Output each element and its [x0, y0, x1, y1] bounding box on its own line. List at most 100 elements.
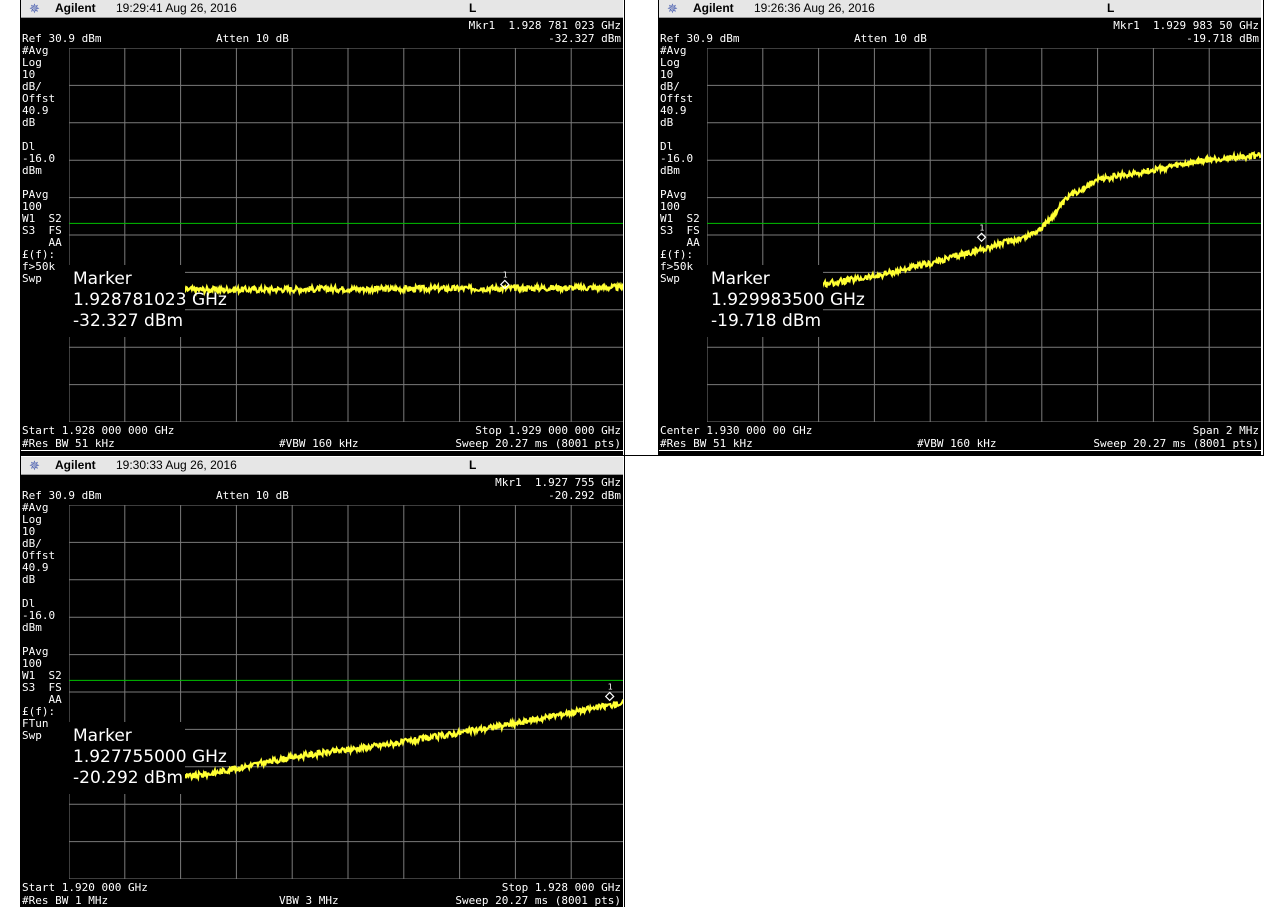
- side-label: S3 FS: [22, 681, 62, 694]
- side-label: Swp: [22, 272, 42, 285]
- side-label: dBm: [22, 621, 42, 634]
- center-frequency: Center 1.930 000 00 GHz: [660, 424, 813, 437]
- resolution-bandwidth: #Res BW 51 kHz: [660, 437, 753, 450]
- analyzer-screen: ✵ Agilent 19:26:36 Aug 26, 2016 L Mkr1 1…: [659, 0, 1261, 455]
- local-mode-indicator: L: [1107, 1, 1115, 15]
- side-label: Dl: [22, 140, 36, 153]
- agilent-logo-icon: ✵: [29, 1, 40, 16]
- marker-number: 1: [980, 223, 985, 232]
- side-label: AA: [22, 236, 62, 249]
- side-label: -16.0: [22, 609, 56, 622]
- side-label: Log: [660, 56, 680, 69]
- side-label: dBm: [660, 164, 680, 177]
- cell-border: [658, 0, 659, 456]
- marker-level: -20.292 dBm: [73, 768, 184, 788]
- attenuation: Atten 10 dB: [216, 32, 289, 45]
- sweep-time: Sweep 20.27 ms (8001 pts): [455, 894, 621, 907]
- marker-readout-freq: Mkr1 1.927 755 GHz: [495, 476, 621, 489]
- side-annotations: #Avg Log 10 dB/ Offst 40.9 dB Dl -16.0 d…: [660, 45, 700, 285]
- side-label: AA: [22, 693, 62, 706]
- analyzer-panel-1: ✵ Agilent 19:29:41 Aug 26, 2016 L Mkr1 1…: [21, 0, 623, 455]
- local-mode-indicator: L: [469, 458, 477, 472]
- brand-label: Agilent: [693, 1, 734, 15]
- side-label: dB/: [22, 537, 42, 550]
- side-label: 40.9: [660, 104, 687, 117]
- plot-area: 1: [69, 505, 623, 879]
- side-annotations: #Avg Log 10 dB/ Offst 40.9 dB Dl -16.0 d…: [22, 502, 62, 742]
- side-label: Offst: [660, 92, 694, 105]
- plot-area: 1: [707, 48, 1261, 422]
- side-label: Log: [22, 513, 42, 526]
- side-label: #Avg: [660, 44, 687, 57]
- marker-number: 1: [608, 682, 613, 691]
- analyzer-panel-3: ✵ Agilent 19:30:33 Aug 26, 2016 L Mkr1 1…: [21, 457, 623, 907]
- side-label: dB: [22, 116, 36, 129]
- reference-level: Ref 30.9 dBm: [660, 32, 740, 45]
- side-label: W1 S2: [22, 669, 62, 682]
- side-label: Log: [22, 56, 42, 69]
- side-label: dBm: [22, 164, 42, 177]
- side-label: -16.0: [22, 152, 56, 165]
- side-label: AA: [660, 236, 700, 249]
- marker-diamond: [499, 279, 510, 290]
- stop-frequency: Stop 1.929 000 000 GHz: [475, 424, 621, 437]
- analyzer-screen: ✵ Agilent 19:30:33 Aug 26, 2016 L Mkr1 1…: [21, 457, 623, 907]
- marker-annotation: Marker 1.928781023 GHz -32.327 dBm: [69, 265, 227, 337]
- attenuation: Atten 10 dB: [854, 32, 927, 45]
- spectrum-plot: 1: [69, 505, 623, 879]
- side-label: Offst: [22, 92, 56, 105]
- side-label: 100: [22, 657, 42, 670]
- side-label: f>50k: [22, 260, 56, 273]
- side-label: 40.9: [22, 561, 49, 574]
- marker-readout-level: -20.292 dBm: [548, 489, 621, 502]
- video-bandwidth: VBW 3 MHz: [279, 894, 339, 907]
- analyzer-panel-2: ✵ Agilent 19:26:36 Aug 26, 2016 L Mkr1 1…: [659, 0, 1261, 455]
- marker-annotation: Marker 1.929983500 GHz -19.718 dBm: [707, 265, 865, 337]
- cell-border: [20, 455, 1264, 456]
- side-label: W1 S2: [660, 212, 700, 225]
- agilent-logo-icon: ✵: [29, 458, 40, 473]
- start-frequency: Start 1.928 000 000 GHz: [22, 424, 175, 437]
- side-label: 10: [22, 68, 36, 81]
- side-label: dB: [660, 116, 674, 129]
- side-label: W1 S2: [22, 212, 62, 225]
- status-bar: ✵ Agilent 19:29:41 Aug 26, 2016 L: [21, 0, 623, 18]
- cell-border: [20, 0, 21, 907]
- side-label: -16.0: [660, 152, 694, 165]
- marker-title: Marker: [711, 269, 770, 289]
- status-bar: ✵ Agilent 19:26:36 Aug 26, 2016 L: [659, 0, 1261, 18]
- side-label: £(f):: [22, 705, 56, 718]
- timestamp: 19:30:33 Aug 26, 2016: [116, 458, 237, 472]
- marker-diamond: [604, 691, 615, 702]
- side-label: #Avg: [22, 44, 49, 57]
- side-label: dB: [22, 573, 36, 586]
- video-bandwidth: #VBW 160 kHz: [279, 437, 359, 450]
- side-label: Offst: [22, 549, 56, 562]
- side-label: S3 FS: [22, 224, 62, 237]
- agilent-logo-icon: ✵: [667, 1, 678, 16]
- divider-line: [659, 450, 1261, 451]
- side-label: 100: [22, 200, 42, 213]
- side-label: Swp: [22, 729, 42, 742]
- cell-border: [624, 0, 625, 907]
- marker-title: Marker: [73, 269, 132, 289]
- side-label: PAvg: [22, 645, 49, 658]
- attenuation: Atten 10 dB: [216, 489, 289, 502]
- plot-area: 1: [69, 48, 623, 422]
- sweep-time: Sweep 20.27 ms (8001 pts): [455, 437, 621, 450]
- side-label: FTun: [22, 717, 49, 730]
- side-label: f>50k: [660, 260, 694, 273]
- side-label: 10: [22, 525, 36, 538]
- marker-level: -19.718 dBm: [711, 311, 822, 331]
- side-label: #Avg: [22, 501, 49, 514]
- marker-frequency: 1.928781023 GHz: [73, 290, 227, 310]
- video-bandwidth: #VBW 160 kHz: [917, 437, 997, 450]
- start-frequency: Start 1.920 000 GHz: [22, 881, 148, 894]
- marker-number: 1: [503, 270, 508, 279]
- side-label: 40.9: [22, 104, 49, 117]
- brand-label: Agilent: [55, 458, 96, 472]
- span: Span 2 MHz: [1192, 424, 1259, 437]
- marker-title: Marker: [73, 726, 132, 746]
- resolution-bandwidth: #Res BW 1 MHz: [22, 894, 109, 907]
- side-annotations: #Avg Log 10 dB/ Offst 40.9 dB Dl -16.0 d…: [22, 45, 62, 285]
